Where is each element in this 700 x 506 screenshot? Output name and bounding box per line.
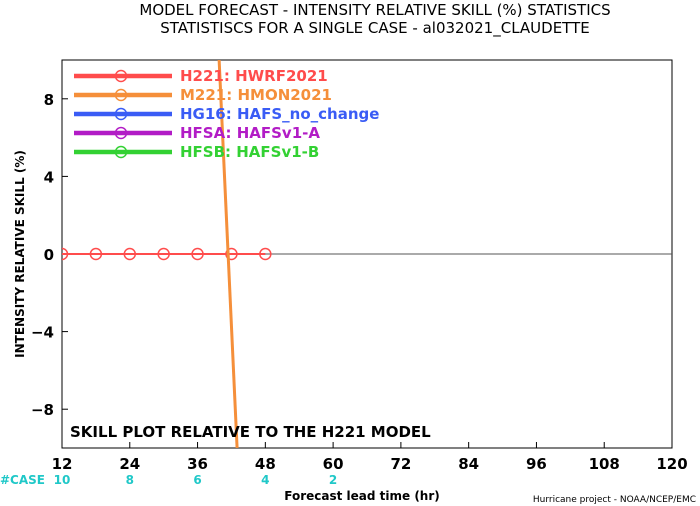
chart-subtitle: STATISTISCS FOR A SINGLE CASE - al032021…: [160, 19, 589, 38]
x-tick-label: 96: [526, 455, 547, 473]
x-tick-label: 12: [52, 455, 73, 473]
case-count-row: #CASE 10 8 6 4 2: [0, 473, 337, 487]
series-point: [225, 247, 238, 261]
legend-entry: M221: HMON2021: [180, 86, 332, 104]
case-count: 10: [54, 473, 71, 487]
legend-swatch-marker: [114, 88, 128, 102]
x-tick-label: 60: [323, 455, 344, 473]
chart-title: MODEL FORECAST - INTENSITY RELATIVE SKIL…: [139, 1, 610, 19]
y-tick-label: −8: [31, 401, 54, 419]
series-point: [259, 247, 272, 261]
y-tick-label: 8: [44, 91, 54, 109]
y-tick-label: 4: [44, 168, 54, 186]
legend-swatch-marker: [114, 69, 128, 83]
case-label: #CASE: [0, 473, 45, 487]
skill-plot-annotation: SKILL PLOT RELATIVE TO THE H221 MODEL: [70, 423, 431, 441]
y-tick-label: −4: [31, 324, 54, 342]
x-tick-label: 120: [656, 455, 687, 473]
y-axis-label: INTENSITY RELATIVE SKILL (%): [13, 150, 27, 358]
legend-entry: HFSA: HAFSv1-A: [180, 124, 320, 142]
credit-text: Hurricane project - NOAA/NCEP/EMC: [533, 495, 696, 505]
x-axis-ticks: 12 24 36 48 60 72 84 96 108 120: [52, 442, 688, 473]
case-count: 6: [193, 473, 201, 487]
x-tick-label: 48: [255, 455, 276, 473]
legend-entry: HFSB: HAFSv1-B: [180, 143, 319, 161]
y-tick-label: 0: [44, 246, 54, 264]
x-axis-label: Forecast lead time (hr): [284, 489, 440, 503]
series-line: [217, 60, 239, 448]
series-point: [157, 247, 170, 261]
x-tick-label: 108: [589, 455, 620, 473]
x-tick-label: 36: [187, 455, 208, 473]
legend-entry: H221: HWRF2021: [180, 67, 328, 85]
legend-swatch-marker: [114, 107, 128, 121]
case-count: 4: [261, 473, 269, 487]
x-tick-label: 72: [390, 455, 411, 473]
case-count: 2: [329, 473, 337, 487]
legend-swatch-marker: [114, 126, 128, 140]
series-layer: [62, 60, 272, 448]
x-tick-label: 84: [458, 455, 479, 473]
series-point: [89, 247, 103, 261]
legend-entry: HG16: HAFS_no_change: [180, 105, 379, 123]
series-point: [123, 247, 137, 261]
x-tick-label: 24: [119, 455, 140, 473]
series-point: [191, 247, 204, 261]
legend-swatch-marker: [114, 145, 128, 159]
case-count: 8: [126, 473, 134, 487]
y-axis-ticks: −8 −4 0 4 8: [31, 91, 68, 419]
series-point: [62, 247, 69, 261]
